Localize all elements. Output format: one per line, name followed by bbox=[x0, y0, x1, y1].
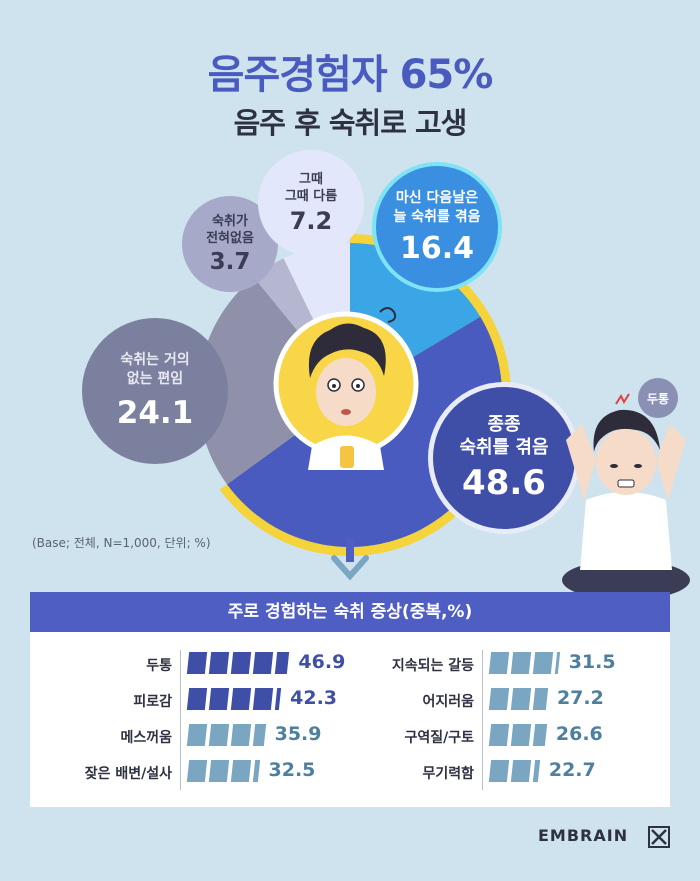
symptom-bar-segment bbox=[532, 688, 549, 710]
symptom-bar bbox=[488, 652, 563, 674]
symptom-bar-segment bbox=[230, 760, 252, 782]
column-divider-right bbox=[482, 650, 483, 790]
symptom-label: 두통 bbox=[146, 658, 172, 674]
bubble-depends: 그때 그때 다름 7.2 bbox=[258, 150, 364, 256]
symptom-bar-segment bbox=[554, 652, 560, 674]
symptom-bar-segment bbox=[186, 652, 208, 674]
bubble-always-label-2: 늘 숙취를 겪음 bbox=[393, 208, 481, 225]
down-arrow-icon bbox=[331, 538, 369, 581]
headache-badge: 두통 bbox=[638, 378, 678, 418]
symptom-bar-segment bbox=[252, 652, 274, 674]
symptom-value: 22.7 bbox=[548, 759, 596, 781]
symptom-bar bbox=[488, 724, 550, 746]
symptom-bar-segment bbox=[208, 760, 230, 782]
symptom-bar bbox=[186, 760, 263, 782]
sub-title: 음주 후 숙취로 고생 bbox=[233, 106, 468, 140]
symptom-bar-segment bbox=[230, 688, 252, 710]
symptom-label: 무기력함 bbox=[422, 766, 474, 782]
symptom-bar bbox=[186, 652, 292, 674]
symptoms-panel: 두통 46.9 피로감 42.3 메스꺼움 35.9 잦은 배변/설사 32.5 지속되는 갈등… bbox=[30, 632, 670, 807]
symptom-bar-segment bbox=[208, 724, 230, 746]
symptom-bar-segment bbox=[230, 652, 252, 674]
headache-character-illustration bbox=[562, 393, 690, 600]
column-divider-left bbox=[180, 650, 181, 790]
symptom-value: 27.2 bbox=[556, 687, 604, 709]
bubble-rarely-label-1: 숙취는 거의 bbox=[120, 352, 190, 368]
symptom-bar-segment bbox=[252, 724, 266, 746]
symptom-label: 메스꺼움 bbox=[120, 730, 172, 746]
bubble-depends-label-1: 그때 bbox=[299, 172, 323, 187]
bubble-rarely-label-2: 없는 편임 bbox=[126, 371, 184, 387]
bubble-often-label-1: 종종 bbox=[487, 414, 521, 435]
embrain-logo: EMBRAIN bbox=[538, 826, 629, 845]
symptom-bar-segment bbox=[510, 688, 532, 710]
symptom-bar-segment bbox=[488, 688, 510, 710]
bubble-rarely: 숙취는 거의 없는 편임 24.1 bbox=[82, 318, 228, 464]
symptom-bar-segment bbox=[532, 760, 541, 782]
bubble-always-value: 16.4 bbox=[399, 230, 475, 266]
bubble-often-value: 48.6 bbox=[462, 463, 546, 503]
main-title: 음주경험자 65% bbox=[207, 52, 494, 98]
symptom-label: 어지러움 bbox=[422, 694, 474, 710]
base-note: (Base; 전체, N=1,000, 단위; %) bbox=[32, 536, 211, 550]
bubble-depends-label-2: 그때 다름 bbox=[284, 189, 338, 204]
symptom-bar-segment bbox=[230, 724, 252, 746]
symptoms-title: 주로 경험하는 숙취 증상(중복,%) bbox=[30, 592, 670, 632]
symptom-bar-segment bbox=[274, 688, 282, 710]
bubble-often-label-2: 숙취를 겪음 bbox=[459, 437, 549, 458]
symptom-bar-segment bbox=[274, 652, 290, 674]
symptom-value: 26.6 bbox=[555, 723, 603, 745]
symptom-bar-segment bbox=[488, 760, 510, 782]
symptom-bar-segment bbox=[186, 688, 208, 710]
symptom-bar-segment bbox=[208, 652, 230, 674]
symptom-bar-segment bbox=[532, 652, 554, 674]
symptom-label: 잦은 배변/설사 bbox=[84, 766, 172, 782]
symptom-bar bbox=[488, 688, 551, 710]
drunk-character-illustration bbox=[273, 307, 419, 470]
bubble-never-value: 3.7 bbox=[209, 249, 251, 275]
symptom-bar-segment bbox=[510, 760, 532, 782]
bubble-depends-value: 7.2 bbox=[289, 207, 333, 235]
symptom-value: 32.5 bbox=[268, 759, 316, 781]
symptom-bar bbox=[186, 688, 284, 710]
bubble-always-label-1: 마신 다음날은 bbox=[395, 189, 479, 206]
symptom-bar-segment bbox=[488, 652, 510, 674]
symptom-bar-segment bbox=[532, 724, 548, 746]
bubble-never-label-1: 숙취가 bbox=[212, 214, 248, 229]
symptom-bar-segment bbox=[252, 688, 274, 710]
symptom-bar bbox=[186, 724, 269, 746]
symptom-bar-segment bbox=[488, 724, 510, 746]
symptom-value: 42.3 bbox=[290, 687, 338, 709]
symptom-value: 35.9 bbox=[274, 723, 322, 745]
symptom-value: 31.5 bbox=[568, 651, 616, 673]
symptom-label: 피로감 bbox=[133, 694, 172, 710]
symptom-bar-segment bbox=[510, 724, 532, 746]
symptom-bar-segment bbox=[252, 760, 260, 782]
bubble-rarely-value: 24.1 bbox=[116, 395, 194, 431]
bubble-never-label-2: 전혀없음 bbox=[206, 231, 254, 246]
symptom-value: 46.9 bbox=[298, 651, 346, 673]
symptom-label: 지속되는 갈등 bbox=[391, 658, 474, 674]
bubble-always: 마신 다음날은 늘 숙취를 겪음 16.4 bbox=[372, 162, 502, 292]
symptom-bar-segment bbox=[510, 652, 532, 674]
pie-chart bbox=[198, 234, 512, 556]
symptom-label: 구역질/구토 bbox=[404, 730, 474, 746]
symptom-bar-segment bbox=[186, 760, 208, 782]
embrain-logo-icon bbox=[648, 826, 670, 848]
symptom-bar-segment bbox=[186, 724, 208, 746]
symptom-bar-segment bbox=[208, 688, 230, 710]
symptom-bar bbox=[488, 760, 543, 782]
